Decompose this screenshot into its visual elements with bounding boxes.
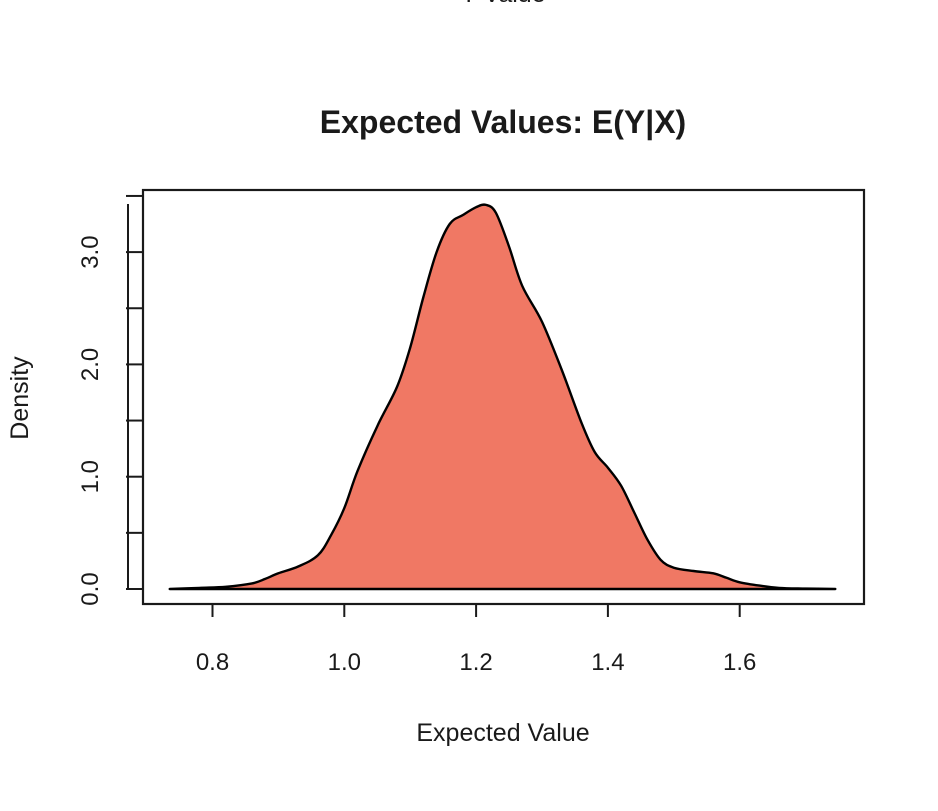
- plot-area: [168, 203, 837, 591]
- y-axis-title: Density: [6, 356, 34, 440]
- y-tick-label: 3.0: [77, 235, 104, 268]
- clipped-axis-label: Y Value: [460, 0, 545, 8]
- chart-title: Expected Values: E(Y|X): [320, 104, 686, 140]
- y-tick-label: 1.0: [77, 460, 104, 493]
- x-tick-label: 1.2: [459, 649, 492, 676]
- axes: 0.8 1.0 1.2 1.4 1.6 0.0 1.0 2.0 3.0: [77, 188, 866, 676]
- x-axis-title: Expected Value: [416, 719, 589, 747]
- x-tick-label: 1.6: [723, 649, 756, 676]
- plot-frame: [141, 188, 866, 606]
- density-area-0: [168, 203, 837, 591]
- x-tick-label: 1.0: [328, 649, 361, 676]
- y-tick-label: 2.0: [77, 348, 104, 381]
- x-tick-label: 1.4: [591, 649, 624, 676]
- x-tick-label: 0.8: [196, 649, 229, 676]
- y-tick-label: 0.0: [77, 572, 104, 605]
